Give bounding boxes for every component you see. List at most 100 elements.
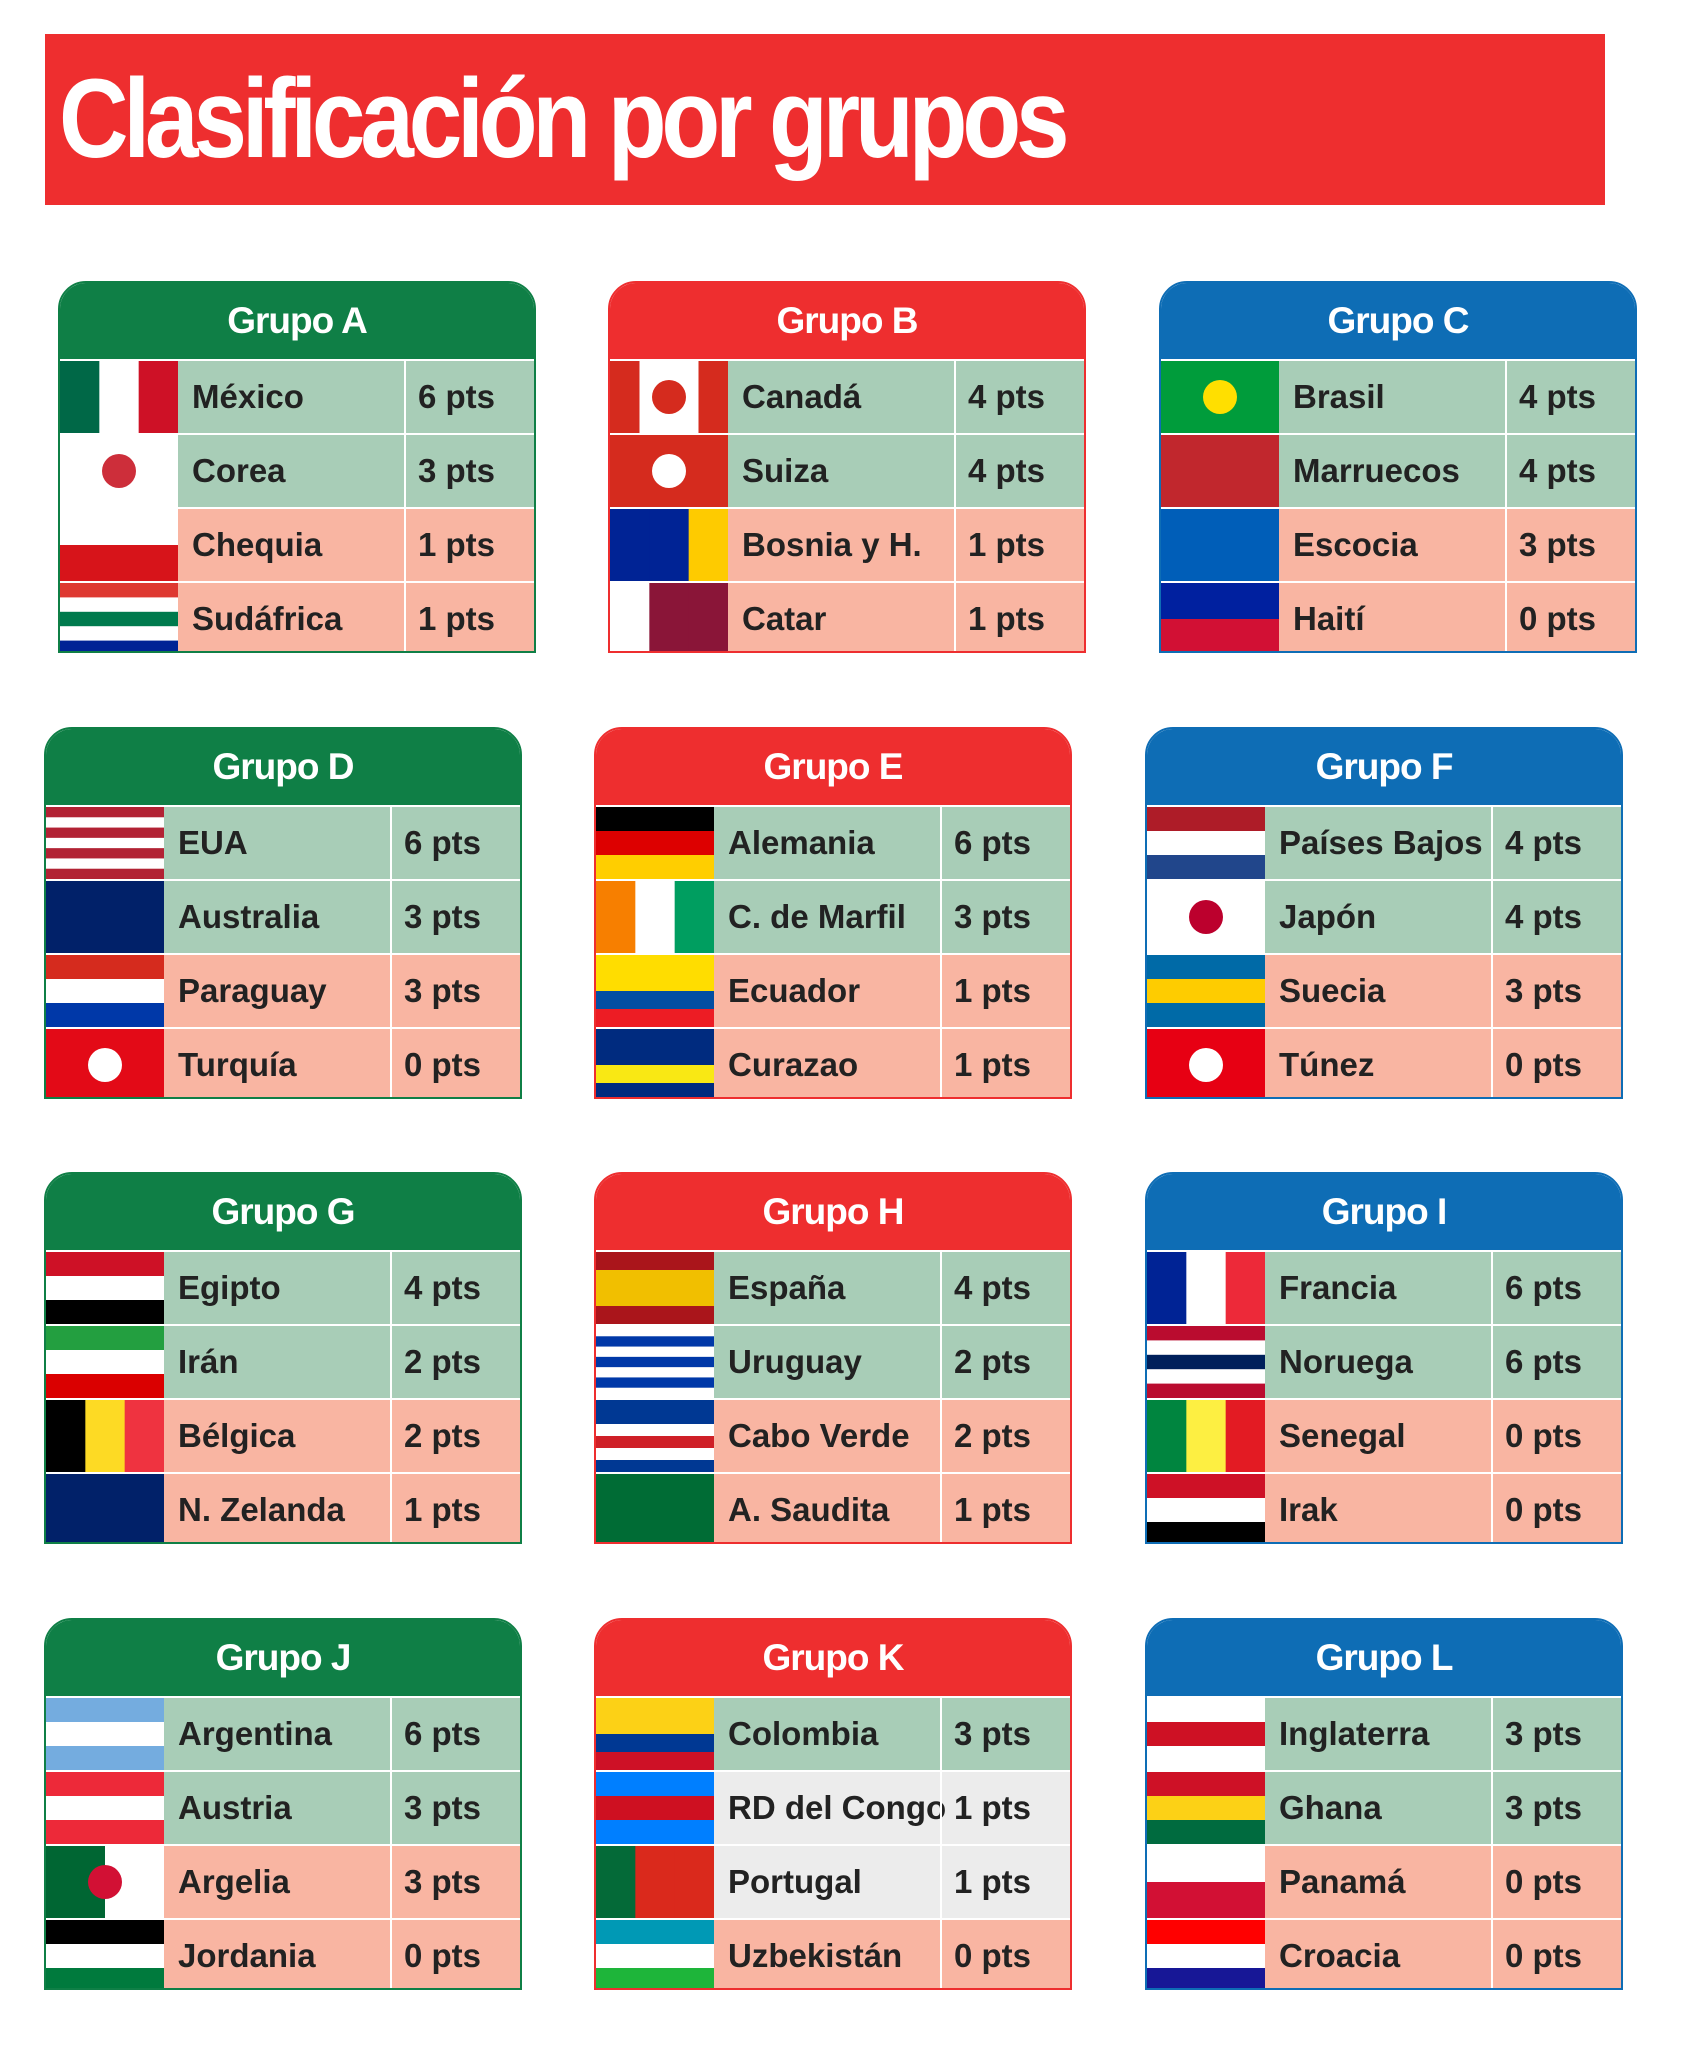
team-points: 4 pts <box>1491 807 1582 879</box>
group-card: Grupo G Egipto 4 pts Irán 2 pts Bélgica 2 pts N… <box>44 1172 522 1544</box>
team-points: 1 pts <box>940 1772 1031 1844</box>
team-points: 1 pts <box>954 509 1045 581</box>
team-points: 1 pts <box>404 509 495 581</box>
group-card: Grupo J Argentina 6 pts Austria 3 pts Argelia… <box>44 1618 522 1990</box>
flag <box>610 361 728 433</box>
team-row: Brasil 4 pts <box>1161 359 1635 433</box>
team-row: Ecuador 1 pts <box>596 953 1070 1027</box>
group-title: Grupo I <box>1147 1174 1621 1250</box>
group-title: Grupo B <box>610 283 1084 359</box>
flag <box>46 1920 164 1988</box>
flag <box>596 1846 714 1918</box>
flag <box>46 1698 164 1770</box>
group-card: Grupo A México 6 pts Corea 3 pts Chequia 1 pts… <box>58 281 536 653</box>
team-points: 1 pts <box>940 1474 1031 1542</box>
flag <box>1161 583 1279 651</box>
team-points: 4 pts <box>940 1252 1031 1324</box>
group-title: Grupo C <box>1161 283 1635 359</box>
flag <box>1147 1698 1265 1770</box>
team-row: Egipto 4 pts <box>46 1250 520 1324</box>
team-name: Francia <box>1279 1269 1397 1306</box>
team-row: A. Saudita 1 pts <box>596 1472 1070 1542</box>
team-name: N. Zelanda <box>178 1491 345 1528</box>
group-title: Grupo K <box>596 1620 1070 1696</box>
team-row: Bélgica 2 pts <box>46 1398 520 1472</box>
team-points: 4 pts <box>954 361 1045 433</box>
team-row: Sudáfrica 1 pts <box>60 581 534 651</box>
flag <box>46 1252 164 1324</box>
team-name: RD del Congo <box>728 1789 947 1826</box>
flag <box>610 435 728 507</box>
group-card: Grupo C Brasil 4 pts Marruecos 4 pts Escocia 3… <box>1159 281 1637 653</box>
team-points: 0 pts <box>390 1029 481 1097</box>
team-name: Irak <box>1279 1491 1338 1528</box>
team-row: Panamá 0 pts <box>1147 1844 1621 1918</box>
team-row: Austria 3 pts <box>46 1770 520 1844</box>
flag <box>46 1772 164 1844</box>
team-points: 2 pts <box>390 1400 481 1472</box>
team-row: Curazao 1 pts <box>596 1027 1070 1097</box>
team-row: Paraguay 3 pts <box>46 953 520 1027</box>
team-name: Paraguay <box>178 972 327 1009</box>
flag <box>596 881 714 953</box>
group-card: Grupo L Inglaterra 3 pts Ghana 3 pts Panamá 0 … <box>1145 1618 1623 1990</box>
flag <box>596 1920 714 1988</box>
team-name: Canadá <box>742 378 862 415</box>
team-name: Ecuador <box>728 972 861 1009</box>
team-points: 3 pts <box>1505 509 1596 581</box>
team-points: 0 pts <box>1491 1029 1582 1097</box>
group-card: Grupo D EUA 6 pts Australia 3 pts Paraguay 3 p… <box>44 727 522 1099</box>
group-title: Grupo E <box>596 729 1070 805</box>
team-row: Bosnia y H. 1 pts <box>610 507 1084 581</box>
flag <box>596 1400 714 1472</box>
flag <box>60 509 178 581</box>
team-name: Argelia <box>178 1863 290 1900</box>
team-row: Portugal 1 pts <box>596 1844 1070 1918</box>
team-points: 3 pts <box>940 881 1031 953</box>
team-name: Catar <box>742 600 827 637</box>
team-row: Suiza 4 pts <box>610 433 1084 507</box>
team-name: Portugal <box>728 1863 862 1900</box>
team-row: Argelia 3 pts <box>46 1844 520 1918</box>
team-points: 0 pts <box>1505 583 1596 651</box>
flag <box>1161 361 1279 433</box>
team-points: 6 pts <box>1491 1252 1582 1324</box>
team-row: Irak 0 pts <box>1147 1472 1621 1542</box>
flag <box>596 1029 714 1097</box>
flag <box>1147 807 1265 879</box>
team-points: 0 pts <box>390 1920 481 1988</box>
flag <box>596 955 714 1027</box>
flag <box>1147 1029 1265 1097</box>
team-name: Sudáfrica <box>192 600 343 637</box>
flag <box>596 1326 714 1398</box>
flag <box>1147 1326 1265 1398</box>
team-row: Colombia 3 pts <box>596 1696 1070 1770</box>
team-name: Chequia <box>192 526 323 563</box>
flag <box>610 583 728 651</box>
team-points: 3 pts <box>1491 1772 1582 1844</box>
team-row: Marruecos 4 pts <box>1161 433 1635 507</box>
flag <box>60 435 178 507</box>
team-points: 0 pts <box>1491 1474 1582 1542</box>
flag <box>1147 1920 1265 1988</box>
team-name: Senegal <box>1279 1417 1406 1454</box>
group-title: Grupo L <box>1147 1620 1621 1696</box>
team-row: Turquía 0 pts <box>46 1027 520 1097</box>
flag <box>46 1474 164 1542</box>
group-card: Grupo K Colombia 3 pts RD del Congo 1 pts Por… <box>594 1618 1072 1990</box>
group-title: Grupo H <box>596 1174 1070 1250</box>
flag <box>596 1698 714 1770</box>
team-row: Senegal 0 pts <box>1147 1398 1621 1472</box>
team-row: Haití 0 pts <box>1161 581 1635 651</box>
team-name: Egipto <box>178 1269 281 1306</box>
team-points: 3 pts <box>390 1772 481 1844</box>
team-points: 3 pts <box>390 955 481 1027</box>
team-points: 2 pts <box>940 1326 1031 1398</box>
team-row: Jordania 0 pts <box>46 1918 520 1988</box>
team-points: 3 pts <box>1491 955 1582 1027</box>
team-row: Inglaterra 3 pts <box>1147 1696 1621 1770</box>
team-row: Alemania 6 pts <box>596 805 1070 879</box>
team-points: 2 pts <box>390 1326 481 1398</box>
team-row: C. de Marfil 3 pts <box>596 879 1070 953</box>
